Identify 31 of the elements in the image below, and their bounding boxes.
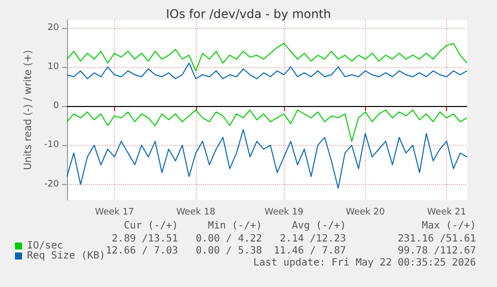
text: 99.78 /112.67 bbox=[398, 246, 476, 256]
text: 0.00 / 5.38 bbox=[196, 246, 262, 256]
line-series bbox=[66, 110, 468, 142]
y-axis-title: Units read (-) / write (+) bbox=[22, 50, 34, 170]
x-tick-label: Week 20 bbox=[346, 208, 386, 218]
text: Min (-/+) bbox=[208, 220, 262, 232]
chart-title: IOs for /dev/vda - by month bbox=[166, 7, 332, 21]
y-tick-label: 10 bbox=[48, 62, 60, 72]
line-series bbox=[66, 42, 468, 72]
text: 12.66 / 7.03 bbox=[106, 246, 178, 256]
text: 11.46 / 7.87 bbox=[274, 246, 346, 256]
x-tick-label: Week 21 bbox=[427, 208, 466, 218]
text: Last update: Fri May 22 00:35:25 2026 bbox=[253, 258, 476, 268]
x-tick-label: Week 18 bbox=[176, 208, 216, 218]
y-tick-label: 0 bbox=[53, 101, 60, 112]
text: Cur (-/+) bbox=[124, 220, 178, 232]
y-tick-label: 20 bbox=[48, 22, 60, 33]
text: 0.00 / 4.22 bbox=[196, 234, 262, 244]
y-tick-label: -20 bbox=[44, 179, 60, 190]
text: 231.16 /51.61 bbox=[398, 234, 476, 244]
text: Avg (-/+) bbox=[292, 220, 346, 232]
line-series bbox=[66, 129, 468, 189]
legend-label: Req Size (KB) bbox=[27, 250, 106, 262]
y-tick-label: -10 bbox=[44, 140, 60, 150]
legend-label: IO/sec bbox=[27, 240, 64, 252]
text: 2.14 /12.23 bbox=[280, 234, 346, 244]
x-tick-label: Week 17 bbox=[94, 208, 134, 218]
text: Max (-/+) bbox=[422, 220, 476, 232]
text: 2.89 /13.51 bbox=[112, 234, 178, 244]
line-series bbox=[66, 62, 468, 80]
x-tick-label: Week 19 bbox=[264, 208, 304, 218]
